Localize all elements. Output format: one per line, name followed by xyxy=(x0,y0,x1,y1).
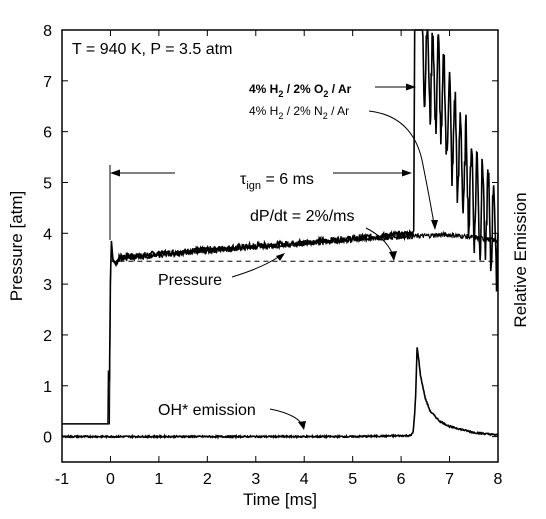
y-axis-label: Pressure [atm] xyxy=(7,191,26,302)
x-tick-label: 1 xyxy=(154,471,163,488)
series-oh-emission xyxy=(61,347,499,440)
x-tick-label: 7 xyxy=(445,471,454,488)
mixture-label-o2: 4% H2 / 2% O2 / Ar xyxy=(249,82,352,99)
x-tick-label: 3 xyxy=(251,471,260,488)
conditions-annotation: T = 940 K, P = 3.5 atm xyxy=(72,41,232,58)
mixture-label-n2: 4% H2 / 2% N2 / Ar xyxy=(249,104,349,121)
tau-arrowhead-right xyxy=(402,169,412,177)
mixture-o2-arrowhead xyxy=(406,83,416,91)
plot-frame xyxy=(61,29,499,463)
y-tick-label: 3 xyxy=(43,277,52,294)
x-tick-label: 8 xyxy=(494,471,503,488)
pressure-arrow xyxy=(231,255,281,278)
y-tick-label: 2 xyxy=(43,328,52,345)
annotation-arrows xyxy=(109,83,438,430)
x-tick-label: 6 xyxy=(397,471,406,488)
series-pressure-h2-o2 xyxy=(62,29,499,425)
mixture-n2-arrow xyxy=(368,110,435,225)
y-tick-label: 4 xyxy=(43,226,52,243)
dpdt-annotation: dP/dt = 2%/ms xyxy=(250,208,355,225)
y-tick-label: 7 xyxy=(43,74,52,91)
oh-arrowhead xyxy=(298,421,306,430)
ignition-delay-annotation: τign = 6 ms xyxy=(240,171,314,192)
oh-emission-annotation: OH* emission xyxy=(158,402,256,419)
series-pressure-h2-n2 xyxy=(62,230,499,425)
y-axis-label-right: Relative Emission xyxy=(511,192,530,327)
y-tick-label: 5 xyxy=(43,175,52,192)
dpdt-arrow xyxy=(365,227,394,256)
x-axis-label: Time [ms] xyxy=(243,490,317,509)
x-tick-label: -1 xyxy=(55,471,69,488)
x-tick-label: 4 xyxy=(300,471,309,488)
y-tick-label: 8 xyxy=(43,23,52,40)
pressure-annotation: Pressure xyxy=(158,272,222,289)
ticks-layer: -1 0 1 2 3 4 5 6 7 8 0 1 2 3 4 5 6 7 8 xyxy=(43,23,502,488)
x-tick-label: 2 xyxy=(203,471,212,488)
pressure-arrowhead xyxy=(276,253,285,261)
y-tick-label: 0 xyxy=(43,430,52,447)
y-tick-label: 6 xyxy=(43,125,52,142)
y-tick-label: 1 xyxy=(43,379,52,396)
dpdt-arrowhead xyxy=(389,251,397,261)
mixture-n2-arrowhead xyxy=(431,220,438,230)
x-tick-label: 0 xyxy=(106,471,115,488)
x-tick-label: 5 xyxy=(348,471,357,488)
oh-arrow xyxy=(269,408,303,425)
tau-arrowhead-left xyxy=(110,169,120,177)
series-layer xyxy=(61,29,499,440)
